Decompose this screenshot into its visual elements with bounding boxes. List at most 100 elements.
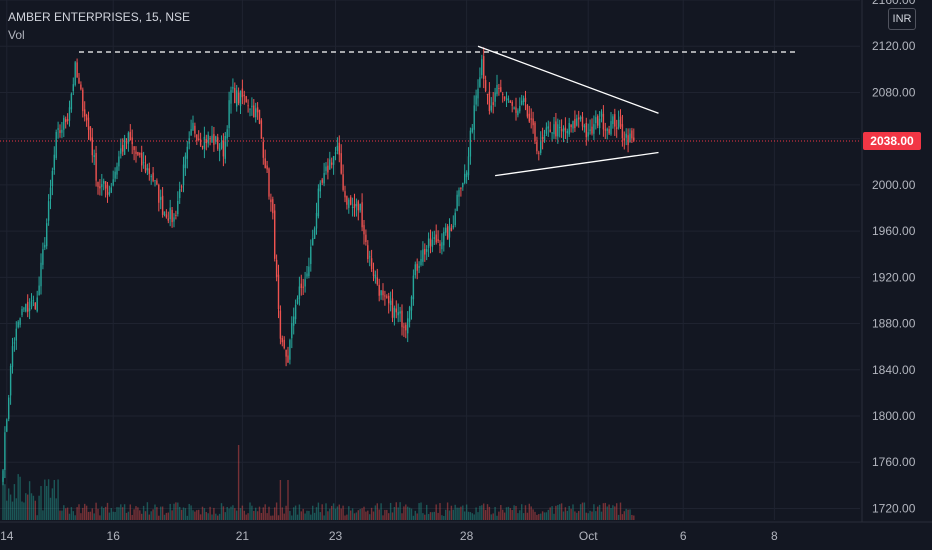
candle-body [446, 226, 449, 240]
volume-bar [8, 488, 10, 520]
candle-body [587, 132, 589, 137]
volume-bar [388, 513, 390, 520]
volume-bar [218, 513, 221, 520]
volume-bar [129, 504, 131, 520]
volume-bar [579, 504, 582, 520]
volume-bar [28, 481, 31, 520]
candle-body [192, 122, 194, 131]
volume-bar [87, 511, 90, 520]
candle-body [357, 201, 359, 211]
candle-body [458, 190, 460, 197]
triangle-upper-line[interactable] [477, 45, 659, 114]
volume-bar [490, 514, 492, 520]
candle-body [372, 269, 375, 276]
volume-bar [424, 514, 426, 520]
candle-body [321, 179, 323, 183]
candle-body [359, 203, 361, 211]
candle-body [137, 151, 139, 155]
candle-body [600, 111, 603, 117]
volume-bar [446, 502, 449, 520]
volume-bar [393, 507, 396, 520]
candle-body [327, 165, 329, 173]
volume-bar [70, 507, 73, 520]
volume-bar [374, 505, 377, 520]
candle-body [139, 153, 141, 155]
candle-body [481, 59, 483, 76]
candle-body [285, 349, 287, 357]
volume-bar [412, 515, 415, 520]
candle-body [551, 132, 553, 134]
candle-body [378, 284, 380, 296]
candle-body [291, 323, 293, 339]
candle-body [576, 118, 578, 126]
volume-bar [338, 504, 340, 520]
volume-bar [15, 498, 17, 520]
candle-body [469, 130, 472, 157]
volume-bar [142, 505, 145, 520]
volume-bar [353, 513, 356, 520]
candle-body [222, 140, 225, 157]
volume-bar [334, 508, 337, 520]
volume-bar [42, 510, 44, 520]
volume-bar [78, 504, 80, 520]
candle-body [144, 164, 147, 172]
volume-bar [243, 510, 245, 520]
volume-bar [59, 510, 61, 520]
candle-body [477, 88, 479, 99]
volume-bar [120, 504, 122, 520]
volume-bar [543, 512, 546, 520]
candle-body [150, 176, 152, 178]
volume-bar [44, 479, 46, 520]
volume-bar [2, 477, 4, 520]
candle-body [180, 186, 183, 188]
volume-bar [72, 511, 74, 520]
volume-bar [416, 513, 418, 520]
candle-body [68, 107, 71, 121]
volume-bar [302, 508, 304, 520]
candle-body [496, 84, 498, 95]
volume-bar [450, 505, 453, 520]
candle-body [239, 90, 242, 107]
candle-body [579, 117, 582, 119]
currency-badge[interactable]: INR [888, 8, 916, 30]
volume-bar [587, 513, 589, 520]
candle-body [141, 152, 143, 166]
volume-label[interactable]: Vol [8, 28, 25, 42]
candle-body [25, 303, 27, 312]
volume-bar [361, 508, 363, 520]
candle-body [503, 96, 506, 99]
candle-body [66, 119, 69, 122]
volume-bar [277, 515, 280, 520]
candle-body [633, 137, 635, 141]
candle-body [479, 77, 481, 87]
candle-body [211, 135, 213, 143]
triangle-lower-line[interactable] [495, 151, 659, 177]
volume-bar [80, 513, 82, 520]
y-axis-ticks[interactable]: 2160.002120.002080.002040.002000.001960.… [872, 0, 916, 515]
candle-body [175, 214, 177, 216]
candle-body [598, 118, 601, 129]
volume-bar [237, 445, 240, 520]
symbol-title[interactable]: AMBER ENTERPRISES, 15, NSE [8, 10, 191, 24]
volume-bar [467, 511, 470, 520]
volume-bar [256, 511, 259, 520]
candle-body [530, 118, 532, 120]
volume-bar [160, 506, 162, 520]
x-axis-ticks[interactable]: 14 16 21 23 28 Oct 6 8 [0, 529, 778, 543]
candle-body [515, 107, 517, 113]
candle-body [179, 189, 181, 199]
candle-body [61, 129, 63, 133]
volume-bar [304, 513, 306, 520]
candle-body [408, 307, 411, 322]
y-tick-label: 1880.00 [872, 317, 916, 331]
volume-bar [454, 504, 456, 520]
candle-body [536, 142, 538, 152]
candle-body [538, 152, 540, 154]
candle-body [405, 324, 407, 331]
chart-legend[interactable]: AMBER ENTERPRISES, 15, NSE Vol [8, 8, 190, 44]
volume-bar [410, 508, 413, 520]
candle-body [36, 297, 38, 312]
volume-bar [589, 510, 591, 520]
volume-bar [367, 510, 369, 520]
